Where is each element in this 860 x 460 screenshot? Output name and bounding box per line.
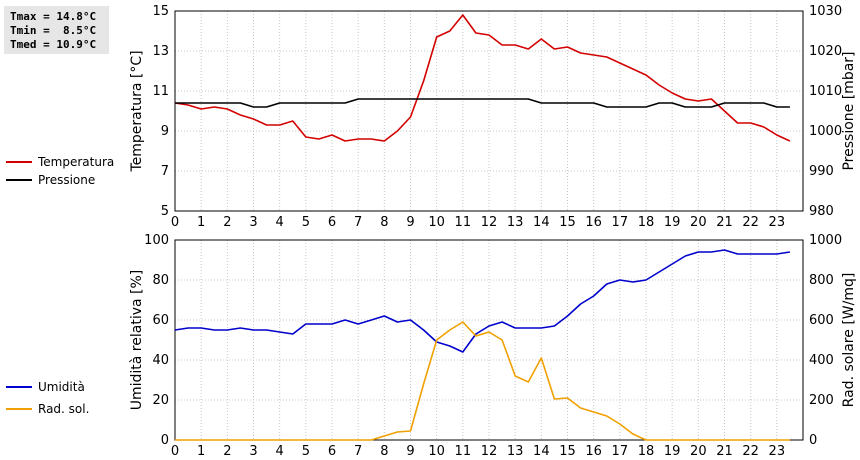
x-tick-label: 19 [664, 215, 681, 230]
x-tick-label: 16 [585, 215, 602, 230]
stats-box: Tmax = 14.8°C Tmin = 8.5°C Tmed = 10.9°C [4, 6, 109, 54]
y2-tick-label: 1010 [809, 84, 842, 99]
y-tick-label: 20 [152, 393, 169, 408]
y-tick-label: 40 [152, 353, 169, 368]
y-tick-label: 0 [161, 433, 169, 448]
plot-frame [174, 239, 804, 441]
x-tick-label: 2 [223, 215, 231, 230]
x-tick-label: 16 [585, 444, 602, 459]
x-tick-label: 8 [380, 444, 388, 459]
stats-tmin: Tmin = 8.5°C [10, 24, 96, 37]
x-tick-label: 18 [638, 215, 655, 230]
legend-temperatura-label: Temperatura [37, 155, 114, 169]
x-tick-label: 14 [533, 215, 550, 230]
x-tick-label: 13 [507, 444, 524, 459]
x-tick-label: 5 [302, 215, 310, 230]
plot-frame [174, 10, 804, 212]
x-tick-label: 4 [276, 444, 284, 459]
x-tick-label: 0 [171, 215, 179, 230]
x-tick-label: 13 [507, 215, 524, 230]
y2-axis-title: Rad. solare [W/mq] [841, 273, 857, 408]
x-tick-label: 7 [354, 215, 362, 230]
y-tick-label: 11 [152, 84, 169, 99]
y-tick-label: 15 [152, 4, 169, 19]
y-tick-label: 80 [152, 273, 169, 288]
x-tick-label: 3 [249, 215, 257, 230]
series-line-pressione [175, 98, 790, 108]
x-tick-label: 6 [328, 444, 336, 459]
x-tick-label: 14 [533, 444, 550, 459]
y2-tick-label: 1000 [809, 124, 842, 139]
y2-tick-label: 1020 [809, 44, 842, 59]
x-tick-label: 9 [406, 444, 414, 459]
x-tick-label: 18 [638, 444, 655, 459]
y-axis-title: Umidità relativa [%] [129, 270, 145, 411]
x-tick-label: 22 [742, 215, 759, 230]
x-tick-label: 17 [612, 215, 629, 230]
y-tick-label: 5 [161, 204, 169, 219]
x-tick-label: 23 [769, 444, 786, 459]
series-line-umidit [174, 249, 791, 353]
x-tick-label: 1 [197, 215, 205, 230]
x-tick-label: 5 [302, 444, 310, 459]
x-tick-label: 15 [559, 215, 576, 230]
x-tick-label: 2 [223, 444, 231, 459]
y2-axis-title: Pressione [mbar] [841, 51, 857, 170]
x-tick-label: 7 [354, 444, 362, 459]
y-tick-label: 60 [152, 313, 169, 328]
legend-pressione-label: Pressione [38, 173, 95, 187]
x-tick-label: 20 [690, 215, 707, 230]
x-tick-label: 20 [690, 444, 707, 459]
y2-tick-label: 400 [809, 353, 834, 368]
y2-tick-label: 1030 [809, 4, 842, 19]
y2-tick-label: 1000 [809, 233, 842, 248]
x-tick-label: 8 [380, 215, 388, 230]
y-tick-label: 9 [161, 124, 169, 139]
x-tick-label: 15 [559, 444, 576, 459]
y2-tick-label: 980 [809, 204, 834, 219]
x-tick-label: 23 [769, 215, 786, 230]
x-tick-label: 10 [428, 215, 445, 230]
x-tick-label: 4 [276, 215, 284, 230]
y-tick-label: 7 [161, 164, 169, 179]
series-line-rad-sol [175, 321, 790, 441]
x-tick-label: 17 [612, 444, 629, 459]
humidity-radiation-panel: 0 1 2 3 4 5 6 7 8 9 10 11 12 13 14 15 16 17 18 19 20 21 22 2302… [129, 233, 857, 459]
x-tick-label: 10 [428, 444, 445, 459]
stats-box-background [4, 6, 109, 54]
y2-tick-label: 0 [809, 433, 817, 448]
x-tick-label: 12 [481, 444, 498, 459]
x-tick-label: 3 [249, 444, 257, 459]
x-tick-label: 0 [171, 444, 179, 459]
y-tick-label: 13 [152, 44, 169, 59]
x-tick-label: 19 [664, 444, 681, 459]
x-tick-label: 11 [455, 444, 472, 459]
y2-tick-label: 800 [809, 273, 834, 288]
x-tick-label: 21 [716, 444, 733, 459]
y-tick-label: 100 [144, 233, 169, 248]
stats-tmed: Tmed = 10.9°C [10, 38, 96, 51]
temperature-pressure-panel: 0 1 2 3 4 5 6 7 8 9 10 11 12 13 14 15 16 17 18 19 20 21 22 2357… [129, 4, 857, 230]
legend-bottom: Umidità Rad. sol. [6, 380, 89, 416]
x-tick-label: 21 [716, 215, 733, 230]
y2-tick-label: 200 [809, 393, 834, 408]
legend-umidita-label: Umidità [38, 380, 85, 394]
series-line-temperatura [174, 14, 791, 142]
x-tick-label: 9 [406, 215, 414, 230]
x-tick-label: 22 [742, 444, 759, 459]
stats-tmax: Tmax = 14.8°C [10, 10, 96, 23]
y2-tick-label: 600 [809, 313, 834, 328]
x-tick-label: 11 [455, 215, 472, 230]
x-tick-label: 12 [481, 215, 498, 230]
legend-radsol-label: Rad. sol. [38, 402, 89, 416]
legend-top: Temperatura Pressione [6, 155, 114, 187]
x-tick-label: 1 [197, 444, 205, 459]
y2-tick-label: 990 [809, 164, 834, 179]
x-tick-label: 6 [328, 215, 336, 230]
y-axis-title: Temperatura [°C] [129, 50, 145, 172]
